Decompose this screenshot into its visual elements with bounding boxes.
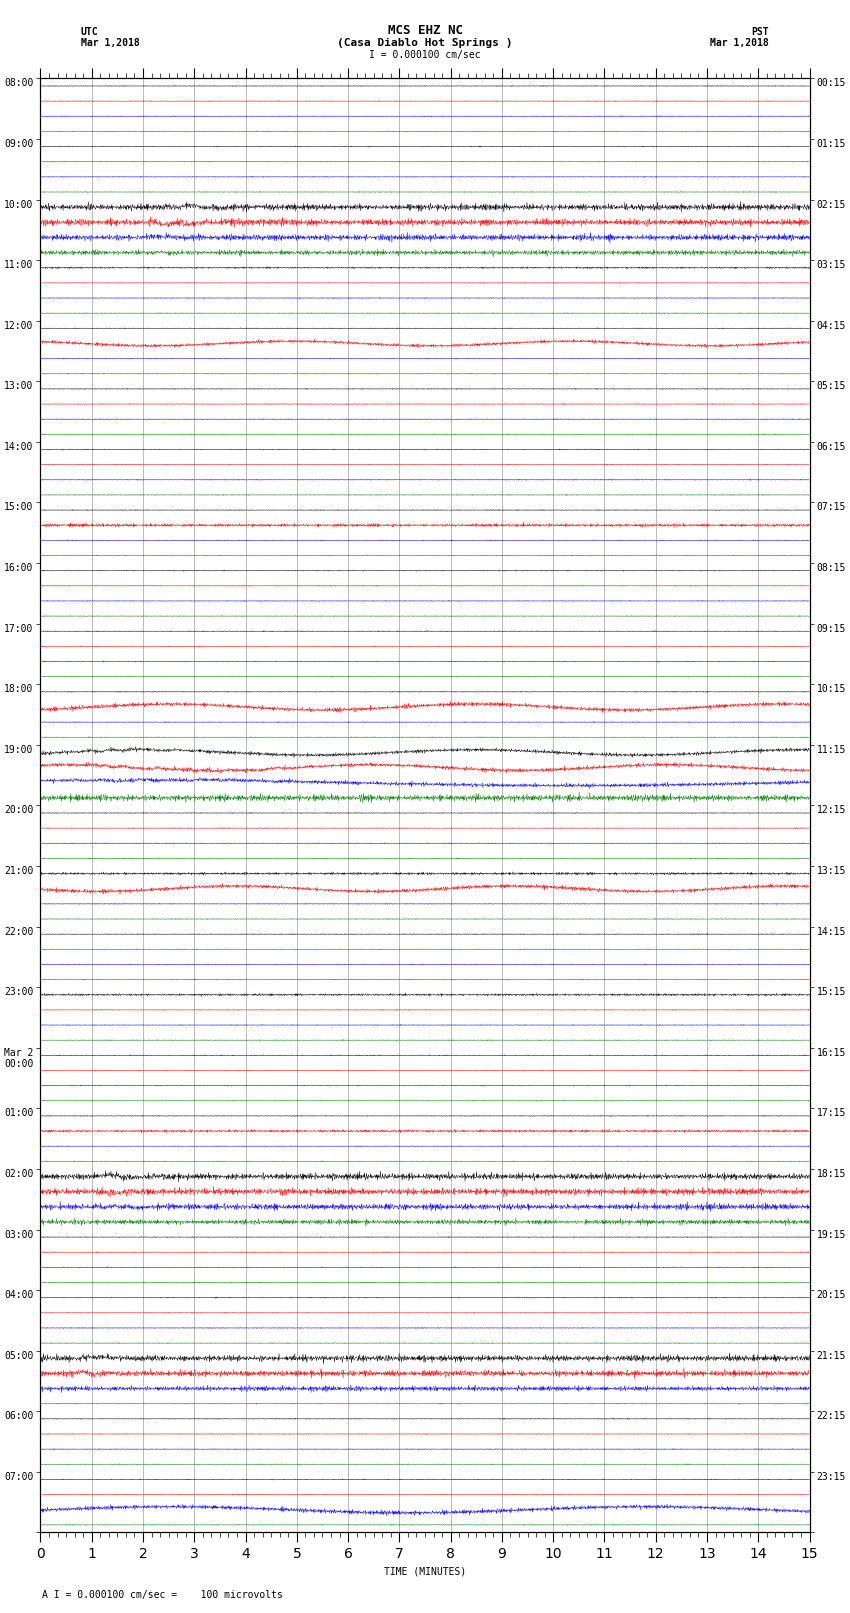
Text: Mar 1,2018: Mar 1,2018: [711, 39, 769, 48]
X-axis label: TIME (MINUTES): TIME (MINUTES): [384, 1566, 466, 1576]
Text: (Casa Diablo Hot Springs ): (Casa Diablo Hot Springs ): [337, 39, 513, 48]
Text: Mar 1,2018: Mar 1,2018: [81, 39, 139, 48]
Text: MCS EHZ NC: MCS EHZ NC: [388, 24, 462, 37]
Text: UTC: UTC: [81, 27, 99, 37]
Text: PST: PST: [751, 27, 769, 37]
Text: I = 0.000100 cm/sec: I = 0.000100 cm/sec: [369, 50, 481, 60]
Text: A I = 0.000100 cm/sec =    100 microvolts: A I = 0.000100 cm/sec = 100 microvolts: [42, 1590, 283, 1600]
